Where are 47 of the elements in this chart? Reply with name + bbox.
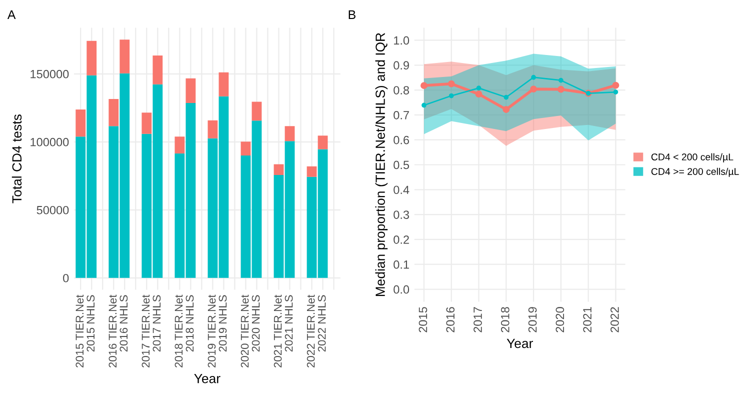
y-tick-label: 0.0: [394, 285, 410, 294]
y-tick-label: 1.0: [394, 36, 410, 45]
x-tick-label: 2021 TIER.Net: [274, 294, 282, 368]
y-axis-title: Median proportion (TIER.Net/NHLS) and IQR: [375, 32, 388, 296]
legend-label: CD4 < 200 cells/µL: [651, 153, 734, 162]
x-tick-label: 2017 TIER.Net: [142, 294, 150, 368]
y-tick-label: 0.9: [394, 61, 409, 70]
y-tick-label: 0.6: [394, 136, 410, 144]
x-tick-label: 2015 NHLS: [86, 295, 95, 352]
x-tick-label: 2021 NHLS: [284, 295, 293, 352]
x-tick-label: 2019: [528, 307, 537, 332]
x-tick-label: 2017 NHLS: [152, 295, 161, 352]
x-axis-title: Year: [506, 338, 533, 348]
x-tick-label: 2022 TIER.Net: [306, 294, 315, 368]
y-tick-label: 0.7: [394, 110, 409, 120]
x-tick-label: 2022: [610, 307, 619, 332]
x-tick-label: 2019 TIER.Net: [208, 294, 216, 368]
chart-title: B: [348, 10, 356, 19]
x-tick-label: 2022 NHLS: [318, 295, 326, 352]
y-tick-label: 0: [63, 274, 69, 282]
x-axis-title: Year: [194, 374, 220, 384]
y-tick-label: 0.3: [394, 210, 410, 219]
legend-label: CD4 >= 200 cells/µL: [651, 168, 739, 177]
x-tick-label: 2016 NHLS: [120, 295, 128, 352]
y-tick-label: 150000: [30, 70, 69, 78]
x-tick-label: 2020 NHLS: [252, 295, 260, 352]
x-tick-label: 2019 NHLS: [218, 295, 227, 352]
x-tick-label: 2018 TIER.Net: [174, 294, 183, 368]
y-tick-label: 0.8: [394, 86, 410, 94]
x-tick-label: 2020 TIER.Net: [240, 294, 249, 368]
y-tick-label: 50000: [36, 206, 69, 214]
x-tick-label: 2018 NHLS: [186, 295, 194, 352]
x-tick-label: 2018: [500, 307, 510, 332]
x-tick-label: 2021: [583, 307, 592, 332]
x-tick-label: 2016 TIER.Net: [108, 294, 117, 368]
y-axis-title: Total CD4 tests: [12, 114, 22, 204]
x-tick-label: 2016: [446, 307, 455, 332]
y-tick-label: 100000: [30, 138, 69, 146]
y-tick-label: 0.2: [394, 235, 409, 244]
chart-title: A: [7, 10, 16, 19]
y-tick-label: 0.4: [394, 186, 410, 194]
x-tick-label: 2017: [474, 307, 482, 332]
y-tick-label: 0.5: [394, 160, 410, 170]
x-tick-label: 2015 TIER.Net: [76, 294, 84, 368]
x-tick-label: 2020: [556, 307, 564, 332]
x-tick-label: 2015: [418, 307, 428, 332]
y-tick-label: 0.1: [394, 260, 409, 269]
